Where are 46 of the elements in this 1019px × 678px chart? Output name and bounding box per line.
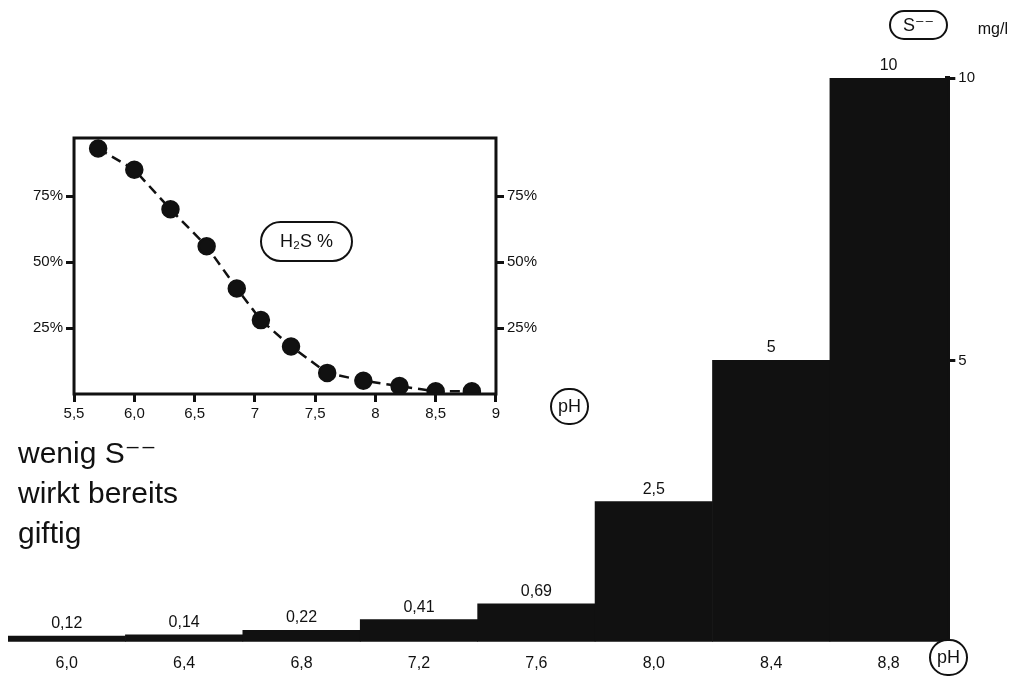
annotation: H₂S % — [260, 221, 353, 262]
data-label: 2,5 — [642, 479, 665, 497]
x-tick-label: 8,4 — [760, 653, 783, 671]
x-axis-title: pH — [550, 388, 590, 425]
point — [197, 236, 216, 256]
data-label: 0,12 — [51, 614, 83, 632]
x-tick-label: 8 — [371, 404, 380, 422]
point — [390, 376, 409, 394]
point — [251, 310, 271, 330]
point — [88, 139, 108, 158]
x-tick-label: 6,0 — [123, 404, 145, 422]
x-tick-label: 7,5 — [304, 404, 326, 422]
x-tick-label: 6,0 — [55, 653, 78, 671]
point — [281, 337, 301, 356]
x-axis-title: pH — [928, 639, 968, 676]
x-tick-label: 5,5 — [63, 404, 85, 422]
x-tick-label: 6,8 — [290, 653, 313, 671]
x-tick-label: 7,2 — [407, 653, 431, 671]
data-label: 0,14 — [168, 612, 200, 630]
x-tick-label: 8,8 — [877, 653, 900, 671]
data-label: 0,69 — [520, 581, 553, 599]
x-tick-label: 8,0 — [642, 653, 665, 671]
point — [125, 160, 144, 179]
x-tick-label: 6,5 — [184, 404, 206, 422]
y2-tick-label: 75% — [506, 186, 538, 204]
point — [354, 371, 373, 391]
y-tick-label: 75% — [32, 186, 64, 204]
x-tick-label: 6,4 — [173, 653, 196, 671]
x-tick-label: 7 — [250, 404, 260, 422]
annotation: wenig S⁻⁻ wirkt bereits giftig — [18, 435, 180, 551]
data-label: 10 — [879, 56, 898, 73]
y-axis-title: S⁻⁻ — [888, 10, 948, 40]
x-tick-label: 9 — [491, 404, 501, 422]
x-tick-label: 7,6 — [525, 653, 548, 671]
x-tick-label: 8,5 — [425, 404, 447, 422]
point — [227, 279, 247, 298]
point — [161, 200, 180, 219]
text: mg/l — [977, 20, 1008, 38]
y-tick-label: 50% — [32, 252, 64, 270]
y2-tick-label: 50% — [506, 252, 538, 270]
data-label: 0,41 — [403, 597, 435, 615]
data-label: 5 — [766, 338, 776, 356]
y2-tick-label: 25% — [506, 318, 538, 336]
data-label: 0,22 — [285, 608, 318, 626]
y-tick-label: 25% — [32, 318, 64, 336]
point — [317, 363, 337, 383]
